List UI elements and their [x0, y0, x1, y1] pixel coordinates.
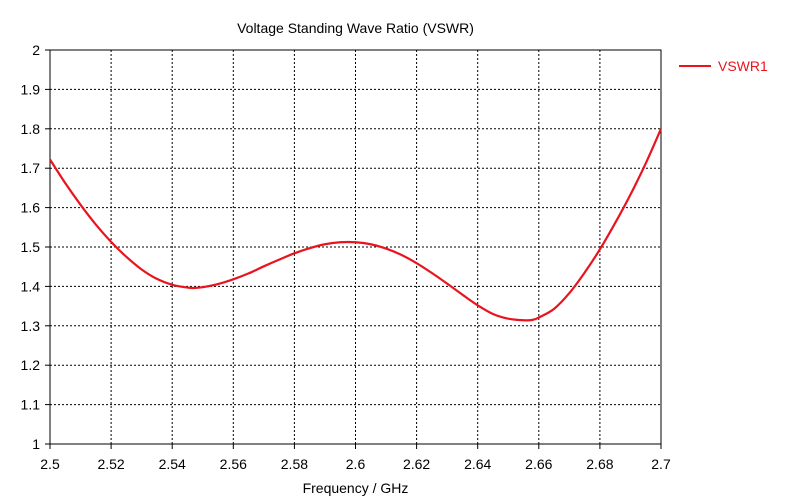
y-tick-label: 1.9: [21, 81, 41, 97]
x-tick-label: 2.62: [403, 456, 430, 472]
x-axis-title: Frequency / GHz: [303, 480, 409, 496]
series-line-vswr1: [49, 128, 663, 322]
y-tick-label: 1: [32, 436, 40, 452]
y-tick-label: 1.4: [21, 278, 41, 294]
x-tick-label: 2.54: [159, 456, 186, 472]
y-tick-label: 1.8: [21, 121, 41, 137]
legend[interactable]: VSWR1: [679, 58, 768, 74]
legend-label: VSWR1: [718, 58, 768, 74]
y-tick-label: 1.3: [21, 318, 41, 334]
y-tick-label: 1.5: [21, 239, 41, 255]
y-tick-label: 1.6: [21, 200, 41, 216]
x-tick-label: 2.68: [586, 456, 613, 472]
x-tick-label: 2.5: [40, 456, 60, 472]
grid-lines: [50, 50, 661, 444]
y-tick-label: 1.2: [21, 357, 41, 373]
x-tick-label: 2.7: [651, 456, 671, 472]
x-axis: 2.5 2.52 2.54 2.56 2.58 2.6 2.62 2.64 2.66 2.68 2.…: [40, 444, 671, 472]
y-tick-label: 2: [32, 42, 40, 58]
series-group: [49, 128, 663, 322]
y-axis: 1 1.1 1.2 1.3 1.4 1.5 1.6 1.7 1.8 1.9 2: [21, 42, 50, 452]
y-tick-label: 1.7: [21, 160, 41, 176]
x-tick-label: 2.58: [281, 456, 308, 472]
x-tick-label: 2.64: [464, 456, 491, 472]
x-tick-label: 2.56: [220, 456, 247, 472]
chart-title: Voltage Standing Wave Ratio (VSWR): [237, 20, 474, 36]
x-tick-label: 2.52: [97, 456, 124, 472]
y-tick-label: 1.1: [21, 397, 41, 413]
x-tick-label: 2.6: [346, 456, 366, 472]
x-tick-label: 2.66: [525, 456, 552, 472]
